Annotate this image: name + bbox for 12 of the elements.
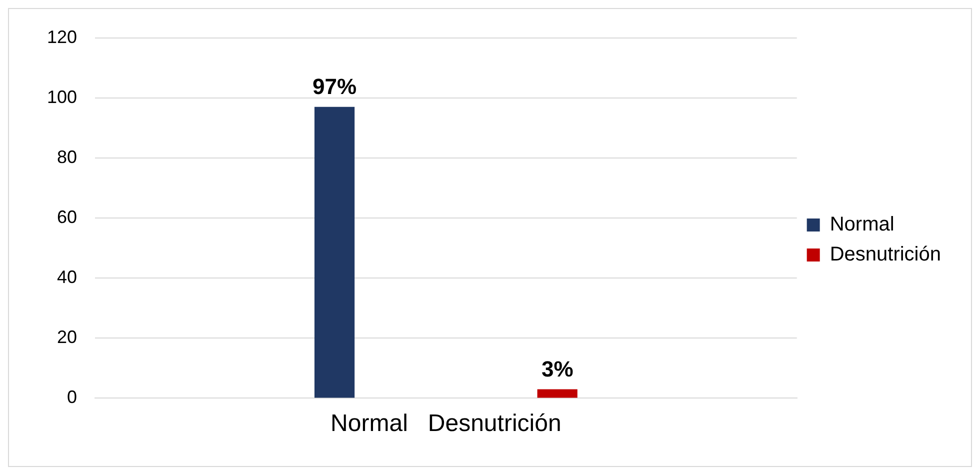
data-label: 3% <box>541 356 574 382</box>
data-label: 97% <box>312 74 357 99</box>
x-tick-label: Normal Desnutrición <box>330 410 562 438</box>
y-tick-label: 120 <box>46 26 78 47</box>
y-tick-label: 40 <box>57 267 78 288</box>
y-tick-label: 100 <box>46 86 78 107</box>
y-tick-label: 20 <box>57 327 78 348</box>
legend-label: Normal <box>830 214 894 236</box>
legend-label: Desnutrición <box>830 244 942 266</box>
y-tick-label: 0 <box>67 387 78 408</box>
y-tick-label: 60 <box>57 206 78 227</box>
y-tick-label: 80 <box>57 146 78 167</box>
